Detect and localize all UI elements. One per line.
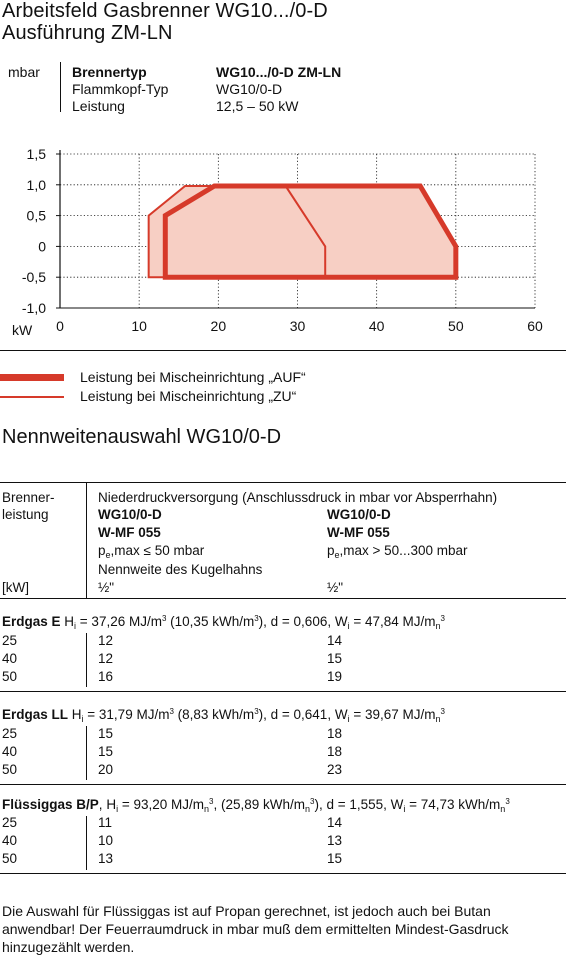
burner-type-value: WG10.../0-D ZM-LN [216,64,342,80]
group-col-divider [86,816,87,870]
table-cell-b: 14 [327,815,343,830]
group-rule [0,691,566,692]
col-power-header-1: Brenner- [2,490,55,505]
legend-zu-label: Leistung bei Mischeinrichtung „ZU“ [80,388,297,404]
col-b-size: ½" [327,580,344,595]
table-cell-b: 23 [327,762,343,777]
table-cell-power: 25 [2,815,18,830]
table-cell-b: 18 [327,744,343,759]
group-col-divider [86,726,87,780]
table-cell-b: 15 [327,651,343,666]
table-cell-a: 10 [98,833,114,848]
y-tick-label: 1,5 [27,146,47,162]
table-cell-a: 15 [98,726,114,741]
table-cell-a: 11 [98,815,113,830]
group-col-divider [86,633,87,687]
x-tick-label: 10 [131,318,147,334]
page-subtitle: Ausführung ZM-LN [2,22,173,44]
table-cell-power: 40 [2,833,18,848]
flame-head-value: WG10/0-D [216,81,283,97]
col-power-unit: [kW] [2,580,29,595]
gas-group-header: Erdgas LL Hi = 31,79 MJ/m3 (8,83 kWh/m3)… [2,707,445,724]
chart-bottom-rule [0,350,566,351]
table-cell-power: 25 [2,726,18,741]
legend-thin-line [0,396,64,398]
y-tick-label: 0,5 [27,208,47,224]
power-label: Leistung [72,98,125,114]
table-cell-a: 13 [98,851,114,866]
col-b-valve: W-MF 055 [327,525,390,540]
col-a-valve: W-MF 055 [98,525,161,540]
area-fill [165,186,456,278]
x-tick-label: 0 [56,318,64,334]
col-a-nominal-size-label: Nennweite des Kugelhahns [98,562,263,577]
y-tick-label: 0 [38,238,46,254]
x-unit-label: kW [12,322,33,338]
table-cell-a: 16 [98,669,114,684]
table-cell-b: 15 [327,851,343,866]
page-title: Arbeitsfeld Gasbrenner WG10.../0-D [2,0,328,22]
info-divider [60,62,61,112]
x-tick-label: 30 [290,318,306,334]
working-range-chart: 1,5 1,0 0,5 0 -0,5 -1,0 0 10 20 30 40 50 60 [22,146,543,334]
chart-lines [147,183,459,280]
table-cell-power: 40 [2,744,18,759]
chart-areas [148,186,456,278]
col-power-header-2: leistung [2,507,49,522]
chart-grid [56,150,536,309]
power-value: 12,5 – 50 kW [216,98,299,114]
col-a-type: WG10/0-D [98,507,162,522]
table-cell-b: 18 [327,726,343,741]
x-tick-label: 40 [369,318,385,334]
table-cell-power: 50 [2,762,18,777]
y-unit-label: mbar [8,64,40,80]
gas-group-header: Erdgas E Hi = 37,26 MJ/m3 (10,35 kWh/m3)… [2,614,445,631]
table-cell-b: 14 [327,633,343,648]
table-cell-power: 25 [2,633,18,648]
supply-header: Niederdruckversorgung (Anschlussdruck in… [98,490,498,505]
col-a-pressure: pe,max ≤ 50 mbar [98,543,205,560]
flame-head-label: Flammkopf-Typ [72,81,169,97]
series-auf-line [162,183,459,280]
legend-thick-line [0,374,64,381]
table-cell-b: 13 [327,833,343,848]
x-tick-label: 20 [211,318,227,334]
table-cell-power: 40 [2,651,18,666]
group-rule [0,784,566,785]
legend-auf-label: Leistung bei Mischeinrichtung „AUF“ [80,369,306,385]
table-cell-power: 50 [2,669,18,684]
table-cell-b: 19 [327,669,343,684]
table-cell-a: 12 [98,651,114,666]
chart-ticks: 1,5 1,0 0,5 0 -0,5 -1,0 0 10 20 30 40 50 60 [22,146,543,334]
section-title: Nennweitenauswahl WG10/0-D [2,426,282,448]
col-a-size: ½" [98,580,115,595]
footnote: Die Auswahl für Flüssiggas ist auf Propa… [2,903,509,955]
burner-type-label: Brennertyp [72,64,147,80]
table-top-rule [0,482,566,483]
gas-group-header: Flüssiggas B/P, Hi = 93,20 MJ/mn3, (25,8… [2,797,510,814]
series-zu-line [147,185,327,279]
table-cell-a: 15 [98,744,114,759]
col-b-pressure: pe,max > 50...300 mbar [327,543,468,560]
header-bottom-rule [0,598,566,599]
table-cell-a: 20 [98,762,114,777]
col-b-type: WG10/0-D [327,507,391,522]
y-tick-label: -1,0 [22,300,46,316]
x-tick-label: 60 [527,318,543,334]
y-tick-label: 1,0 [27,177,47,193]
x-tick-label: 50 [448,318,464,334]
y-tick-label: -0,5 [22,269,46,285]
table-cell-a: 12 [98,633,114,648]
header-col-divider [86,482,87,598]
table-bottom-rule [0,873,566,874]
table-cell-power: 50 [2,851,18,866]
